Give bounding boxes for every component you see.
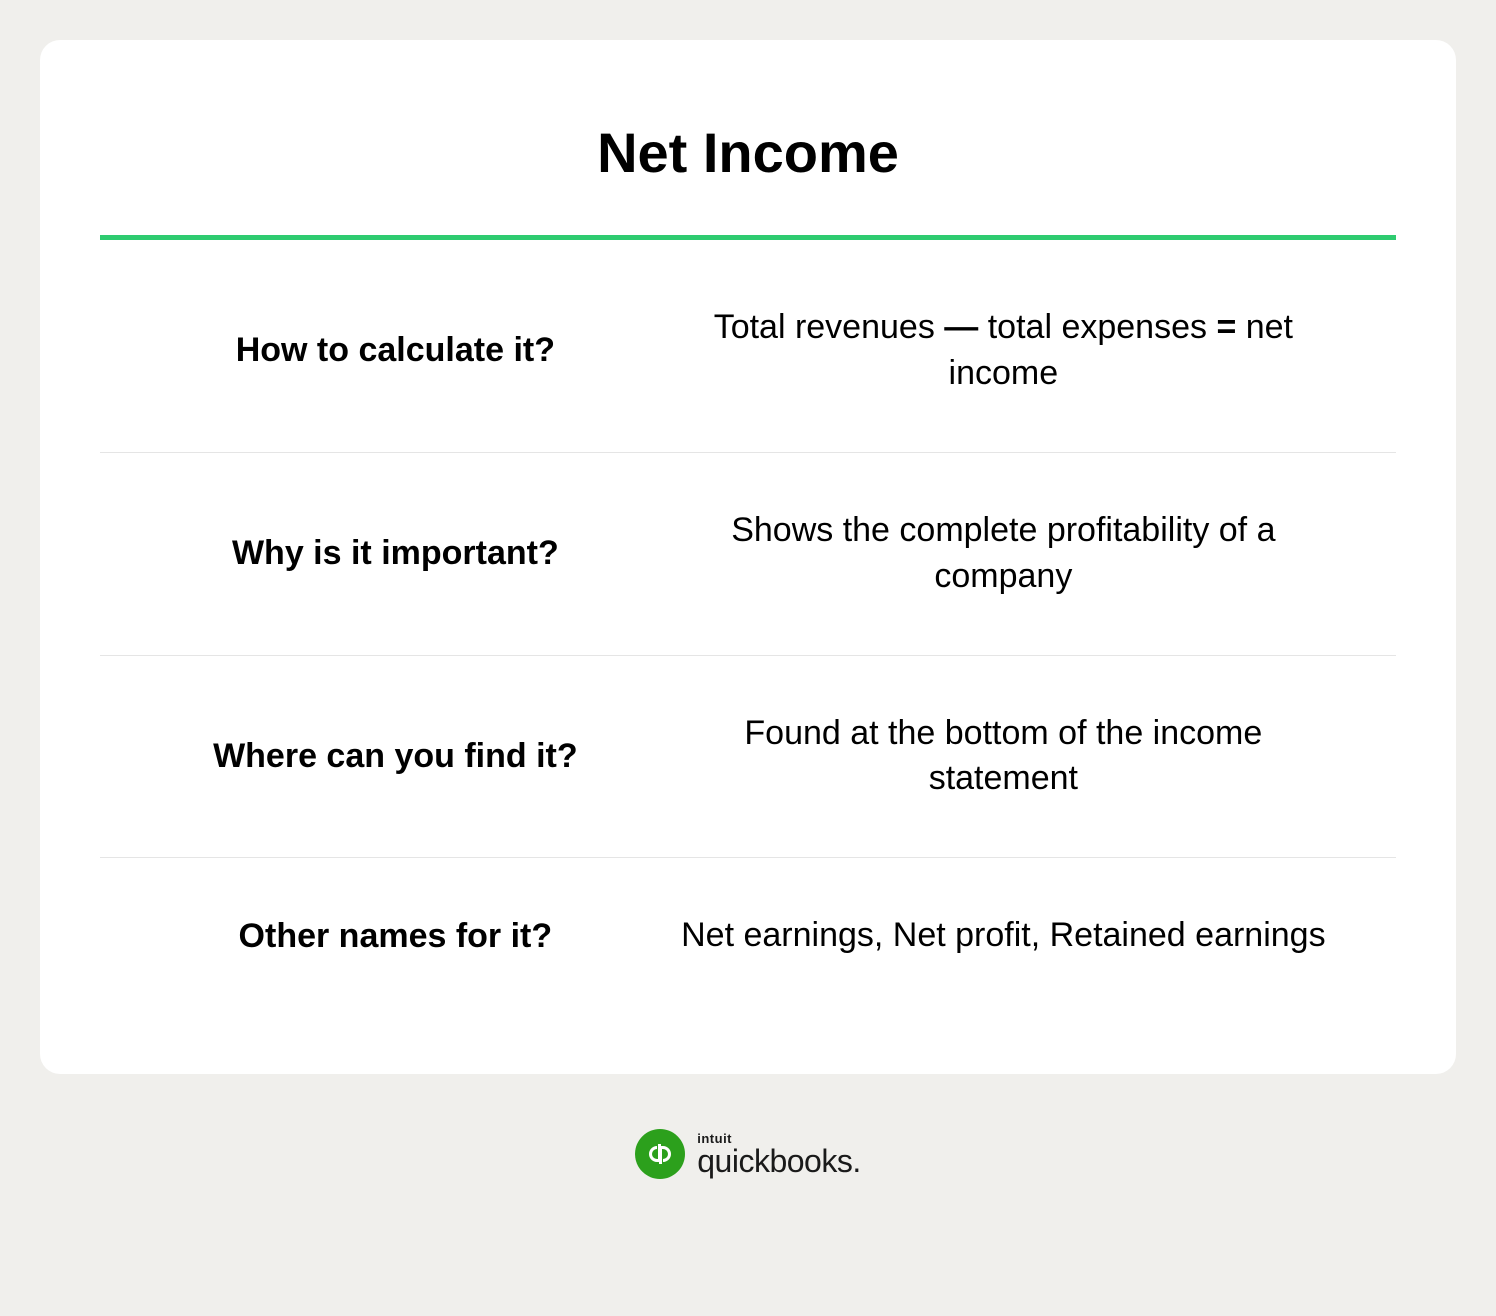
answer-text: Total revenues — total expenses = net in… — [651, 305, 1356, 397]
info-card: Net Income How to calculate it? Total re… — [40, 40, 1456, 1074]
question-label: How to calculate it? — [140, 331, 651, 370]
brand-product-label: quickbooks. — [697, 1145, 860, 1177]
info-row: Where can you find it? Found at the bott… — [100, 656, 1396, 859]
question-label: Other names for it? — [140, 917, 651, 956]
accent-divider — [100, 235, 1396, 240]
question-label: Why is it important? — [140, 534, 651, 573]
info-row: Other names for it? Net earnings, Net pr… — [100, 858, 1396, 1014]
info-row: Why is it important? Shows the complete … — [100, 453, 1396, 656]
card-title: Net Income — [597, 120, 899, 185]
quickbooks-icon — [635, 1129, 685, 1179]
brand-text: intuit quickbooks. — [697, 1132, 860, 1177]
answer-text: Found at the bottom of the income statem… — [651, 711, 1356, 803]
answer-text: Shows the complete profitability of a co… — [651, 508, 1356, 600]
brand-logo: intuit quickbooks. — [635, 1129, 860, 1179]
question-label: Where can you find it? — [140, 737, 651, 776]
info-row: How to calculate it? Total revenues — to… — [100, 250, 1396, 453]
answer-text: Net earnings, Net profit, Retained earni… — [651, 913, 1356, 959]
